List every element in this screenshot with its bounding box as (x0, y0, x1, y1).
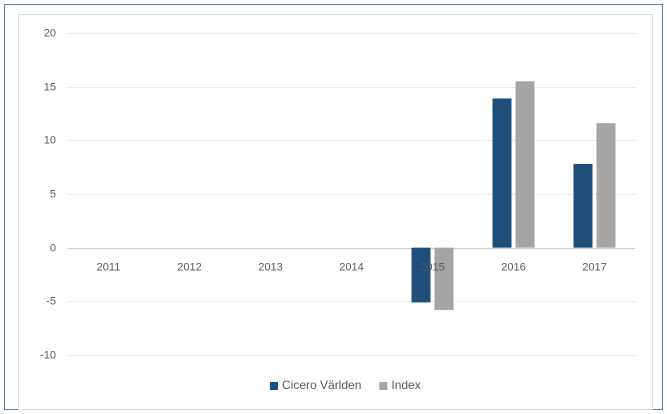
y-tick-label: 5 (50, 188, 56, 200)
bar (596, 123, 616, 248)
legend-swatch (379, 382, 388, 390)
y-tick-label: -5 (46, 295, 56, 307)
legend-label: Index (391, 378, 420, 392)
x-tick-label: 2014 (339, 262, 363, 274)
labels: -10 -5 0 5 10 15 20 2011 2012 2013 2014 2015 2016 201… (40, 27, 607, 392)
y-tick-label: 15 (44, 81, 56, 93)
legend-label: Cicero Världen (282, 378, 361, 392)
grid (68, 33, 635, 356)
x-tick-label: 2012 (177, 262, 201, 274)
y-tick-label: 20 (44, 27, 56, 39)
bar (492, 98, 512, 248)
x-tick-label: 2017 (582, 262, 606, 274)
y-tick-label: 10 (44, 134, 56, 146)
bar (411, 247, 431, 303)
x-tick-label: 2013 (258, 262, 282, 274)
legend-swatch (270, 382, 278, 390)
x-tick-label: 2015 (420, 262, 444, 274)
bar (434, 247, 454, 310)
x-tick-label: 2016 (501, 262, 525, 274)
marks (411, 81, 616, 310)
y-tick-label: -10 (40, 349, 56, 361)
y-tick-label: 0 (50, 242, 56, 254)
bar (515, 81, 535, 248)
bar (573, 163, 593, 248)
x-tick-label: 2011 (97, 262, 121, 274)
chart-area (18, 14, 653, 410)
